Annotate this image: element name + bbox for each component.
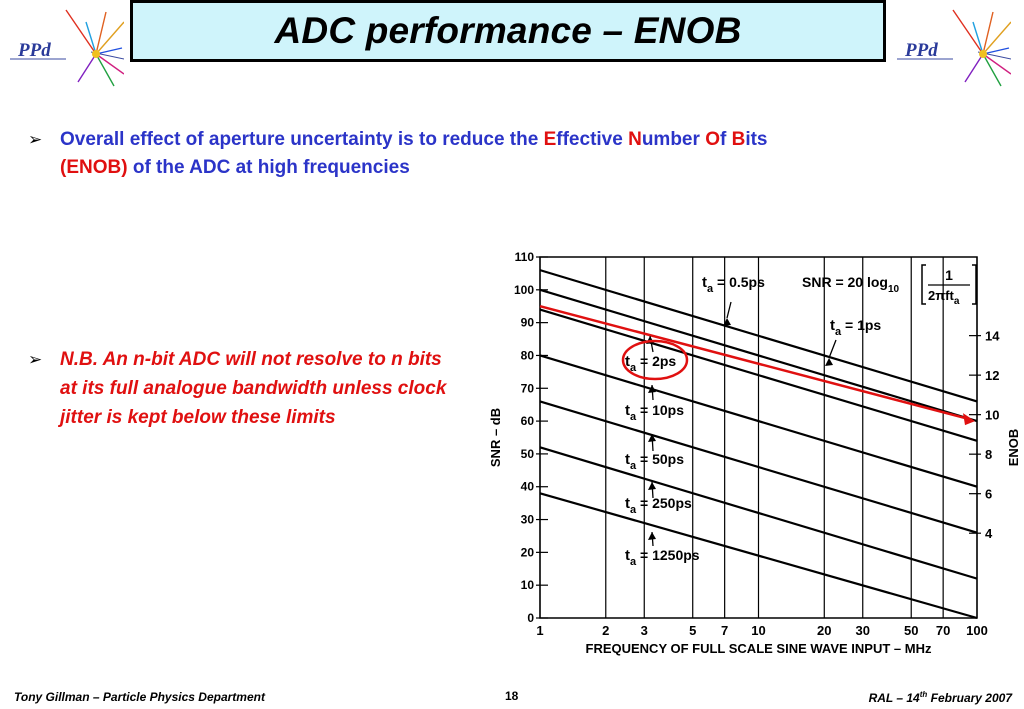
bullet-enob-text: Overall effect of aperture uncertainty i… (60, 126, 990, 182)
x-tick-label: 20 (817, 623, 831, 638)
formula-text: SNR = 20 log10 (802, 274, 900, 295)
ppd-logo-right: PPd (893, 2, 1011, 88)
y2-tick-label: 6 (985, 487, 992, 502)
series-line (539, 492, 978, 620)
y2-tick-label: 14 (985, 329, 1000, 344)
y-tick-label: 0 (527, 611, 534, 625)
formula-denominator: 2πfta (928, 288, 960, 307)
bullet-text-part: Overall effect of aperture uncertainty i… (60, 129, 544, 150)
footer-author: Tony Gillman – Particle Physics Departme… (14, 690, 265, 704)
series-line (539, 446, 978, 580)
y-tick-label: 100 (514, 283, 534, 297)
y-tick-label: 90 (521, 316, 535, 330)
bullet-jitter-text: N.B. An n-bit ADC will not resolve to n … (60, 349, 447, 428)
series-line (539, 288, 978, 423)
bullet-jitter-note: ➢ N.B. An n-bit ADC will not resolve to … (28, 345, 450, 432)
bullet-text-part: f (719, 129, 732, 150)
x-tick-label: 1 (536, 623, 543, 638)
x-tick-label: 5 (689, 623, 696, 638)
series-label: ta = 1ps (830, 317, 881, 338)
bullet-text-part: ffective (556, 129, 629, 150)
series-label: ta = 2ps (625, 353, 676, 374)
y-tick-label: 70 (521, 381, 535, 395)
x-tick-label: 2 (602, 623, 609, 638)
highlight-ellipse (621, 339, 689, 381)
label-leader-line (828, 339, 837, 359)
y-axis-label: SNR – dB (488, 408, 503, 467)
enob-acronym: (ENOB) (60, 157, 128, 178)
chart-background (480, 240, 1024, 665)
series-line (539, 400, 978, 534)
label-leader-head (648, 434, 656, 442)
footer-date: RAL – 14th February 2007 (869, 690, 1012, 705)
x-tick-label: 30 (856, 623, 870, 638)
series-label: ta = 1250ps (625, 547, 700, 568)
x-axis-label: FREQUENCY OF FULL SCALE SINE WAVE INPUT … (586, 641, 932, 656)
x-tick-label: 3 (641, 623, 648, 638)
formula-bracket-left (921, 264, 926, 305)
footer-date-a: RAL – 14 (868, 691, 920, 705)
particle-burst-icon (10, 9, 124, 87)
series-line (539, 354, 978, 488)
label-leader-line (726, 301, 732, 319)
y-tick-label: 30 (521, 513, 535, 527)
y2-tick-label: 8 (985, 447, 992, 462)
highlight-letter: B (731, 129, 746, 150)
bullet-enob: ➢ Overall effect of aperture uncertainty… (28, 126, 990, 182)
series-label: ta = 250ps (625, 495, 692, 516)
label-leader-head (648, 385, 656, 393)
formula-bracket-right (972, 264, 977, 305)
highlight-letter: E (543, 129, 557, 150)
plot-frame (539, 256, 978, 619)
y2-tick-label: 12 (985, 368, 999, 383)
x-tick-label: 50 (904, 623, 918, 638)
footer-date-b: February 2007 (927, 691, 1012, 705)
label-leader-head (648, 482, 656, 490)
series-label: ta = 10ps (625, 402, 684, 423)
y-tick-label: 110 (515, 250, 535, 264)
y-tick-label: 20 (521, 545, 535, 559)
bullet-text-part: its (745, 129, 768, 150)
y-tick-label: 10 (521, 578, 535, 592)
arrow-bullet-icon: ➢ (28, 130, 43, 149)
label-leader-head (648, 532, 656, 540)
slide-title: ADC performance – ENOB (274, 10, 742, 51)
page-number: 18 (505, 689, 519, 703)
logo-text: PPd (905, 40, 938, 61)
y-tick-label: 80 (521, 348, 535, 362)
x-tick-label: 70 (936, 623, 950, 638)
y-tick-label: 60 (521, 414, 535, 428)
slide-title-box: ADC performance – ENOB (130, 0, 886, 62)
formula-numerator: 1 (945, 267, 953, 283)
ppd-logo-left: PPd (6, 2, 124, 88)
label-leader-head (723, 318, 731, 326)
series-label: ta = 0.5ps (702, 274, 765, 295)
label-leader-head (825, 358, 833, 366)
x-tick-label: 7 (721, 623, 728, 638)
arrow-bullet-icon: ➢ (28, 350, 43, 369)
x-tick-label: 100 (966, 623, 988, 638)
footer-date-sup: th (919, 690, 928, 699)
particle-burst-icon (897, 9, 1011, 87)
logo-text: PPd (18, 40, 51, 61)
bullet-text-part: of the ADC at high frequencies (127, 157, 410, 178)
enob-arrow-head (963, 413, 975, 426)
y2-axis-label: ENOB (1006, 429, 1021, 467)
snr-enob-chart: 1 2 3 5 7 10 20 30 50 70 1000102030405060708090100… (480, 240, 1024, 665)
enob-arrow-line (539, 305, 970, 421)
series-label: ta = 50ps (625, 451, 684, 472)
highlight-letter: O (705, 129, 720, 150)
series-line (539, 308, 978, 442)
x-tick-label: 10 (751, 623, 765, 638)
bullet-text-part: umber (641, 129, 706, 150)
highlight-letter: N (628, 129, 642, 150)
y2-tick-label: 10 (985, 408, 999, 423)
y-tick-label: 50 (521, 447, 535, 461)
y-tick-label: 40 (521, 480, 535, 494)
y2-tick-label: 4 (985, 526, 993, 541)
series-line (539, 269, 978, 403)
